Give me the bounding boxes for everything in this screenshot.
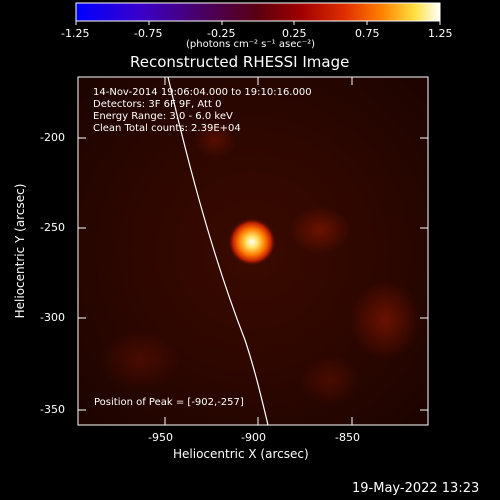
plot-title: Reconstructed RHESSI Image <box>130 53 350 71</box>
info-line: Clean Total counts: 2.39E+04 <box>93 123 241 134</box>
y-tick-label: -300 <box>40 311 65 324</box>
colorbar-tick-label: -0.75 <box>134 27 163 40</box>
colorbar-tick-label: -1.25 <box>61 27 90 40</box>
peak-position: Position of Peak = [-902,-257] <box>94 397 244 408</box>
colorbar-tick-label: 0.75 <box>355 27 380 40</box>
colorbar-tick-label: 0.25 <box>282 27 307 40</box>
colorbar-ticks <box>75 21 441 25</box>
flare-peak <box>228 218 276 266</box>
info-line: Energy Range: 3.0 - 6.0 keV <box>93 111 233 122</box>
colorbar <box>75 2 441 22</box>
y-axis-label: Heliocentric Y (arcsec) <box>13 183 27 319</box>
colorbar-tick-label: -0.25 <box>207 27 236 40</box>
y-tick-label: -200 <box>40 131 65 144</box>
x-axis-label: Heliocentric X (arcsec) <box>173 447 309 461</box>
info-block: 14-Nov-2014 19:06:04.000 to 19:10:16.000… <box>93 87 312 135</box>
info-line: 14-Nov-2014 19:06:04.000 to 19:10:16.000 <box>93 87 312 98</box>
render-date: 19-May-2022 13:23 <box>352 481 480 496</box>
x-tick-label: -950 <box>148 431 173 444</box>
solar-limb <box>167 77 269 425</box>
colorbar-tick-label: 1.25 <box>428 27 453 40</box>
colorbar-units: (photons cm⁻² s⁻¹ asec⁻²) <box>186 39 316 50</box>
y-tick-label: -350 <box>40 403 65 416</box>
rhessi-image <box>78 77 428 425</box>
info-line: Detectors: 3F 6F 9F, Att 0 <box>93 99 222 110</box>
axis-ticks <box>78 77 428 425</box>
x-tick-label: -900 <box>241 431 266 444</box>
x-tick-label: -850 <box>335 431 360 444</box>
y-tick-label: -250 <box>40 221 65 234</box>
plot-frame <box>77 76 429 426</box>
